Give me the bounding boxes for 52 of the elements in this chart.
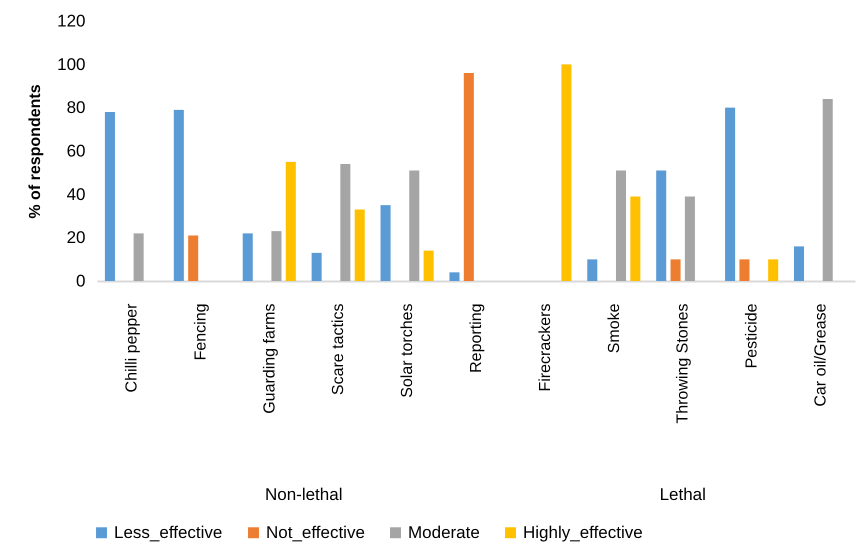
bar	[739, 259, 750, 281]
bar	[409, 170, 420, 281]
text: Non-lethal	[264, 485, 342, 504]
x-tick-label: Pesticide	[744, 303, 761, 368]
bar	[380, 205, 391, 281]
bar	[340, 164, 350, 281]
bar	[768, 259, 778, 281]
bar	[670, 259, 681, 281]
y-tick-label: 60	[66, 142, 86, 160]
bar	[286, 162, 296, 281]
y-tick-label: 20	[66, 228, 86, 248]
bar	[822, 99, 833, 281]
x-tick-label: Fencing	[192, 304, 210, 360]
bar	[616, 170, 626, 281]
bar	[134, 233, 144, 281]
x-tick-label: Smoke	[606, 303, 623, 354]
bar	[794, 246, 804, 281]
bar	[174, 110, 184, 281]
legend-label: Moderate	[408, 522, 480, 542]
bar	[656, 170, 666, 281]
bar	[271, 231, 282, 281]
bar	[449, 272, 460, 281]
bar	[242, 233, 253, 281]
x-tick-label: Throwing Stones	[674, 304, 692, 424]
legend-label: Not_effective	[266, 522, 365, 542]
text: Lethal	[660, 485, 706, 504]
bar	[424, 250, 434, 281]
bar	[104, 112, 115, 281]
legend-label: Highly_effective	[523, 522, 643, 542]
y-axis-title: % of respondents	[27, 84, 44, 219]
bar	[464, 73, 474, 281]
bar	[630, 196, 640, 281]
bar	[312, 252, 322, 281]
bar	[561, 64, 572, 281]
x-tick-label: Car oil/Grease	[812, 303, 830, 407]
x-tick-label: Guarding farms	[261, 304, 278, 414]
y-tick-label: 0	[76, 272, 86, 290]
x-tick-label: Chilli pepper	[123, 302, 140, 392]
x-tick-label: Reporting	[468, 304, 485, 373]
bar	[684, 196, 695, 281]
legend-label: Less_effective	[114, 522, 222, 542]
bar	[587, 259, 598, 281]
bar	[188, 236, 198, 281]
x-tick-label: Solar torches	[399, 304, 416, 398]
y-tick-label: 40	[66, 184, 86, 204]
y-tick-label: 120	[57, 12, 86, 30]
y-tick-label: 80	[66, 98, 86, 118]
x-tick-label: Scare tactics	[330, 304, 348, 396]
x-tick-label: Firecrackers	[536, 304, 554, 392]
bar	[354, 210, 365, 281]
bar	[725, 108, 736, 281]
y-tick-label: 100	[57, 54, 86, 74]
